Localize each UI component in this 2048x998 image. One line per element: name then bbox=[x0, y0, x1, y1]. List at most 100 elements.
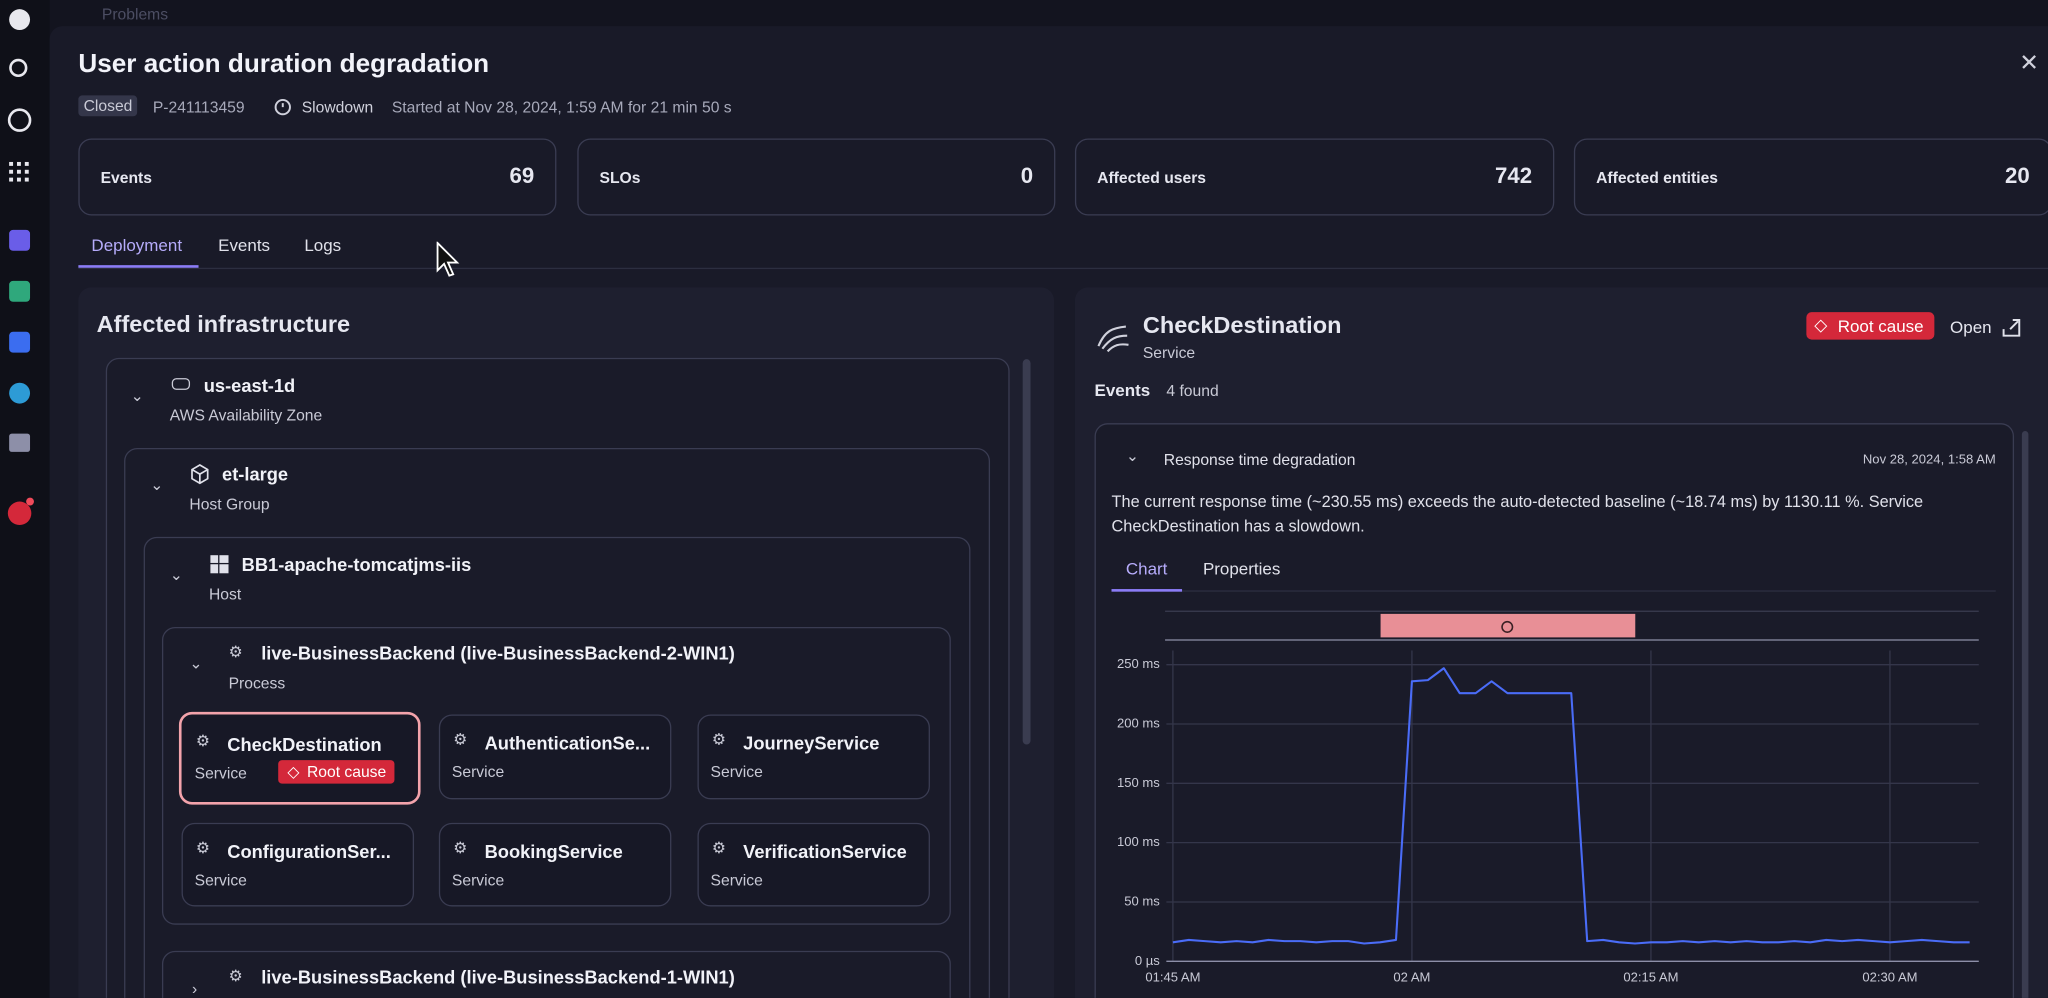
open-icon[interactable] bbox=[2001, 317, 2022, 338]
events-count: 4 found bbox=[1166, 381, 1218, 399]
stat-label: Events bbox=[101, 168, 152, 186]
y-tick-label: 0 µs bbox=[1135, 953, 1160, 968]
zone-type: AWS Availability Zone bbox=[170, 406, 322, 424]
service-card[interactable]: ⚙ VerificationService Service bbox=[697, 823, 929, 907]
status-badge: Closed bbox=[78, 95, 137, 116]
service-card[interactable]: ⚙ JourneyService Service bbox=[697, 714, 929, 799]
notification-dot bbox=[26, 498, 34, 506]
service-name: BookingService bbox=[485, 841, 623, 862]
host-group-name[interactable]: et-large bbox=[222, 464, 288, 485]
chevron[interactable]: › bbox=[192, 980, 197, 998]
tab[interactable]: Deployment bbox=[91, 235, 182, 255]
service-card[interactable]: ⚙ AuthenticationSe... Service bbox=[439, 714, 671, 799]
tab-divider bbox=[78, 268, 2048, 269]
hub-icon[interactable] bbox=[9, 110, 30, 131]
service-name: ConfigurationSer... bbox=[227, 841, 391, 862]
stat-card[interactable]: Events 69 bbox=[78, 138, 556, 215]
service-card[interactable]: ⚙ ConfigurationSer... Service bbox=[182, 823, 414, 907]
host-type: Host bbox=[209, 585, 241, 603]
chevron[interactable]: ⌄ bbox=[170, 566, 183, 584]
stat-card[interactable]: SLOs 0 bbox=[577, 138, 1055, 215]
event-title: Response time degradation bbox=[1164, 451, 1356, 469]
chart: 0 µs50 ms100 ms150 ms200 ms250 ms01:45 A… bbox=[1097, 601, 2011, 998]
app-icon[interactable] bbox=[9, 434, 30, 452]
chevron[interactable]: ⌄ bbox=[1126, 447, 1139, 465]
event-description: The current response time (~230.55 ms) e… bbox=[1112, 490, 1987, 540]
y-tick-label: 250 ms bbox=[1117, 656, 1160, 671]
app-icon[interactable] bbox=[9, 383, 30, 404]
stat-label: SLOs bbox=[600, 168, 641, 186]
service-type: Service bbox=[711, 763, 763, 781]
y-tick-label: 100 ms bbox=[1117, 834, 1160, 849]
service-name: CheckDestination bbox=[227, 734, 381, 755]
service-icon: ⚙ bbox=[712, 730, 726, 748]
y-tick-label: 150 ms bbox=[1117, 775, 1160, 790]
tab-indicator bbox=[78, 265, 198, 268]
chevron[interactable]: ⌄ bbox=[189, 654, 202, 672]
process-name[interactable]: live-BusinessBackend (live-BusinessBacke… bbox=[261, 967, 735, 988]
panel-title: Affected infrastructure bbox=[97, 311, 350, 338]
app-icon[interactable] bbox=[9, 230, 30, 251]
app-icon[interactable] bbox=[9, 281, 30, 302]
tab[interactable]: Chart bbox=[1126, 559, 1168, 579]
search-icon[interactable] bbox=[10, 60, 26, 76]
logo-icon[interactable] bbox=[9, 9, 30, 30]
tab[interactable]: Logs bbox=[304, 235, 341, 255]
scrollbar[interactable] bbox=[1023, 359, 1031, 744]
tab[interactable]: Properties bbox=[1203, 559, 1280, 579]
stat-card[interactable]: Affected entities 20 bbox=[1574, 138, 2048, 215]
tab-divider bbox=[1112, 590, 1996, 591]
service-name: JourneyService bbox=[743, 733, 879, 754]
service-card[interactable]: ⚙ BookingService Service bbox=[439, 823, 671, 907]
stat-value: 69 bbox=[509, 163, 534, 189]
windows-icon bbox=[210, 555, 228, 573]
tab[interactable]: Events bbox=[218, 235, 270, 255]
service-name: AuthenticationSe... bbox=[485, 733, 651, 754]
open-button[interactable]: Open bbox=[1950, 317, 1992, 337]
chevron[interactable]: ⌄ bbox=[131, 387, 144, 405]
stat-value: 20 bbox=[2005, 163, 2030, 189]
cloud-icon bbox=[171, 376, 192, 392]
detail-name: CheckDestination bbox=[1143, 312, 1342, 339]
service-icon bbox=[1095, 320, 1132, 354]
sidebar bbox=[0, 0, 50, 998]
badge-icon: ◇ bbox=[287, 763, 299, 781]
close-button[interactable]: ✕ bbox=[2019, 50, 2039, 77]
events-label: Events bbox=[1095, 380, 1151, 400]
host-group-type: Host Group bbox=[189, 495, 269, 513]
x-tick-label: 02 AM bbox=[1393, 970, 1430, 985]
service-icon: ⚙ bbox=[196, 839, 210, 857]
badge-icon: ◇ bbox=[1814, 315, 1827, 336]
breadcrumb[interactable]: Problems bbox=[102, 5, 168, 23]
stat-card[interactable]: Affected users 742 bbox=[1075, 138, 1554, 215]
service-icon: ⚙ bbox=[196, 731, 210, 749]
x-tick-label: 01:45 AM bbox=[1145, 970, 1200, 985]
app-icon[interactable] bbox=[9, 332, 30, 353]
stat-label: Affected entities bbox=[1596, 168, 1718, 186]
process-type: Process bbox=[229, 674, 286, 692]
chevron[interactable]: ⌄ bbox=[150, 475, 163, 493]
cube-icon bbox=[189, 464, 210, 485]
apps-icon[interactable] bbox=[9, 162, 29, 182]
process-name[interactable]: live-BusinessBackend (live-BusinessBacke… bbox=[261, 643, 735, 664]
x-tick-label: 02:15 AM bbox=[1623, 970, 1678, 985]
service-type: Service bbox=[195, 871, 247, 889]
y-tick-label: 200 ms bbox=[1117, 715, 1160, 730]
timer-icon bbox=[273, 97, 293, 117]
service-type: Service bbox=[195, 764, 247, 782]
scrollbar[interactable] bbox=[2022, 431, 2029, 998]
tab-indicator bbox=[1112, 589, 1183, 592]
service-card[interactable]: ⚙ CheckDestination Service Root cause ◇ bbox=[179, 712, 421, 805]
zone-name[interactable]: us-east-1d bbox=[204, 375, 295, 396]
service-icon: ⚙ bbox=[712, 839, 726, 857]
problem-start: Started at Nov 28, 2024, 1:59 AM for 21 … bbox=[392, 98, 732, 116]
service-icon: ⚙ bbox=[453, 730, 467, 748]
host-name[interactable]: BB1-apache-tomcatjms-iis bbox=[242, 554, 472, 575]
problem-kind: Slowdown bbox=[302, 98, 373, 116]
problems-icon[interactable] bbox=[8, 502, 32, 526]
mouse-cursor bbox=[435, 242, 464, 281]
x-tick-label: 02:30 AM bbox=[1862, 970, 1917, 985]
service-type: Service bbox=[711, 871, 763, 889]
